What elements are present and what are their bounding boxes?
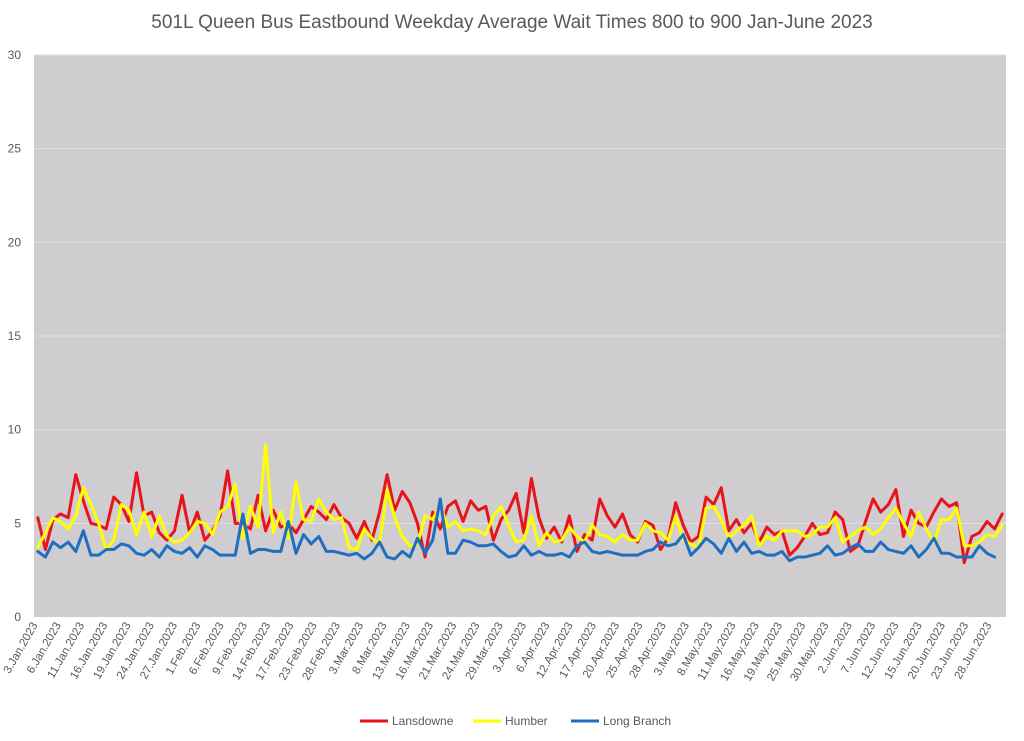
series-line-lansdowne (36, 469, 1004, 565)
legend-label: Lansdowne (392, 714, 454, 728)
y-tick-label: 5 (14, 516, 21, 530)
series-line-long-branch (36, 497, 997, 563)
legend-label: Humber (505, 714, 548, 728)
legend-label: Long Branch (603, 714, 671, 728)
series-line-humber (36, 443, 1004, 552)
y-tick-label: 25 (8, 142, 22, 156)
chart-title: 501L Queen Bus Eastbound Weekday Average… (151, 12, 873, 33)
x-axis: 3.Jan.20236.Jan.202311.Jan.202316.Jan.20… (2, 621, 995, 684)
y-tick-label: 30 (8, 48, 22, 62)
series-lines (36, 443, 1004, 565)
y-tick-label: 20 (8, 235, 22, 249)
y-tick-label: 15 (8, 329, 22, 343)
y-axis: 0 5 10 15 20 25 30 (8, 48, 22, 624)
y-tick-label: 0 (14, 610, 21, 624)
legend: Lansdowne Humber Long Branch (360, 714, 671, 728)
y-tick-label: 10 (8, 423, 22, 437)
